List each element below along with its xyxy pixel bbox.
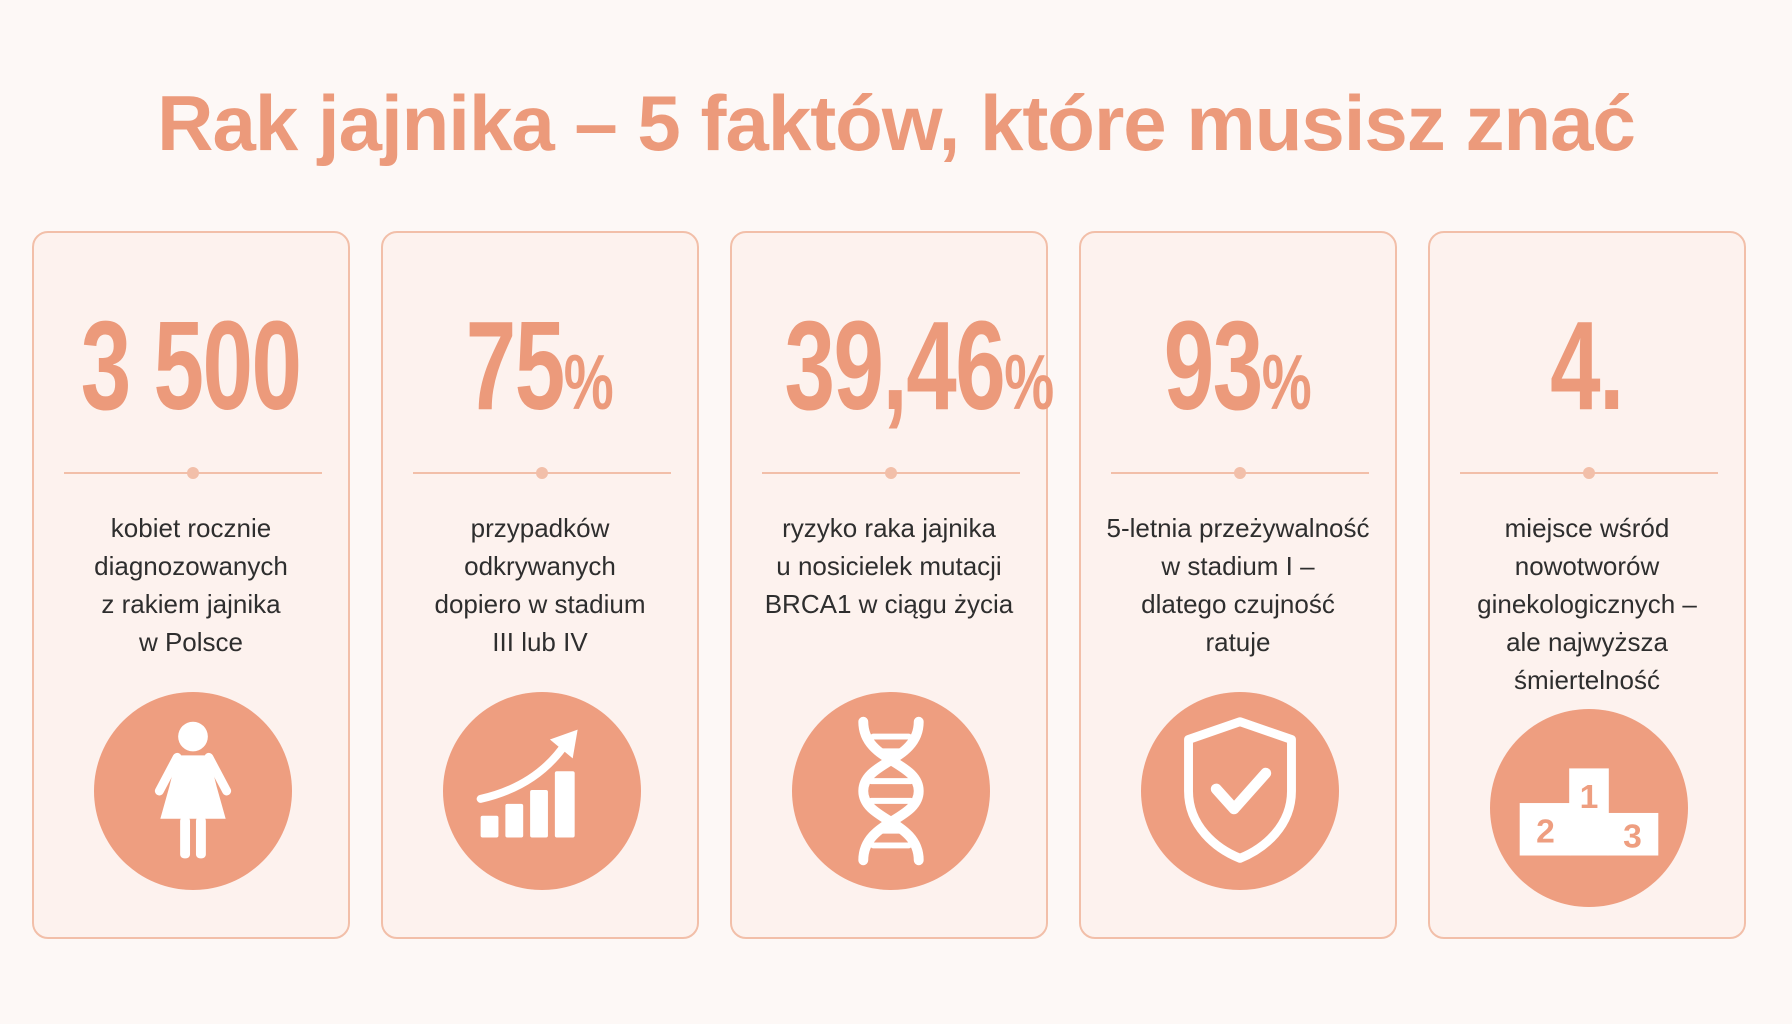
icon-shape (554, 771, 575, 838)
description-line: w stadium I – (1161, 551, 1315, 581)
description: miejsce wśród nowotworów ginekologicznych … (1430, 509, 1744, 699)
stat-unit: % (1004, 338, 1055, 426)
stat-value: 4. (1550, 293, 1625, 438)
description-line: ratuje (1205, 627, 1271, 657)
description: 5-letnia przeżywalność w stadium I – dlate… (1081, 509, 1395, 661)
description-line: odkrywanych (464, 551, 616, 581)
icon (792, 692, 990, 890)
description-line: ryzyko raka jajnika (782, 513, 996, 543)
icon-shape (195, 816, 206, 859)
icon-shape (858, 716, 924, 866)
icon-shape (858, 716, 924, 866)
description-line: 5-letnia przeżywalność (1106, 513, 1370, 543)
icon-shape (530, 790, 548, 838)
description-line: z rakiem jajnika (101, 589, 281, 619)
description-line: przypadków (470, 513, 610, 543)
icon-shape (1569, 768, 1609, 856)
description-line: miejsce wśród (1504, 513, 1670, 543)
divider-dot (1234, 467, 1246, 479)
divider-dot (187, 467, 199, 479)
icon-shape (154, 752, 232, 796)
icon-shape (480, 815, 499, 838)
stat-unit: % (1262, 338, 1312, 426)
icon (1141, 692, 1339, 890)
icon-shape (180, 816, 191, 859)
card: 3 500 kobiet rocznie diagnozowanych z rakie… (32, 231, 350, 939)
stat-value: 93% (1164, 293, 1312, 438)
stat-value: 75% (466, 293, 614, 438)
stat-number: 93 (1164, 295, 1263, 436)
divider-dot (1583, 467, 1595, 479)
description-line: w Polsce (138, 627, 244, 657)
card: 93% 5-letnia przeżywalność w stadium I – dl… (1079, 231, 1397, 939)
stat: 3 500 (34, 293, 348, 443)
description-line: u nosicielek mutacji (776, 551, 1002, 581)
stat-value: 3 500 (81, 293, 302, 438)
icon (94, 692, 292, 890)
stat-number: 75 (466, 295, 565, 436)
stat-unit: % (564, 338, 614, 426)
stat: 39,46% (732, 293, 1054, 443)
icon-shape (505, 803, 524, 838)
description-line: dopiero w stadium (434, 589, 646, 619)
description-line: dlatego czujność (1141, 589, 1335, 619)
description-line: BRCA1 w ciągu życia (764, 589, 1014, 619)
podium-label: 2 (1536, 814, 1555, 851)
icon-shape (178, 721, 208, 752)
icon (443, 692, 641, 890)
description: kobiet rocznie diagnozowanych z rakiem jaj… (34, 509, 348, 661)
stat: 93% (1081, 293, 1395, 443)
podium-label: 3 (1623, 819, 1642, 856)
icon-shape (1606, 812, 1659, 856)
icon-shape (160, 755, 226, 819)
description: ryzyko raka jajnika u nosicielek mutacji B… (732, 509, 1046, 623)
icon-shape (792, 692, 990, 890)
icon-shape (549, 729, 578, 759)
stat-number: 4. (1550, 295, 1625, 436)
stat: 75% (383, 293, 697, 443)
podium-label: 1 (1580, 779, 1599, 816)
stat-number: 39,46 (784, 295, 1005, 436)
icon-shape (476, 739, 570, 803)
icon-shape (1519, 803, 1572, 856)
description-line: diagnozowanych (94, 551, 288, 581)
icon-shape (1210, 767, 1272, 815)
icon-shape (1184, 717, 1296, 863)
divider-dot (885, 467, 897, 479)
card: 4. miejsce wśród nowotworów ginekologicznyc… (1428, 231, 1746, 939)
description-line: nowotworów (1514, 551, 1660, 581)
card: 39,46% ryzyko raka jajnika u nosicielek mu… (730, 231, 1054, 939)
icon: 12 3 (1490, 709, 1688, 907)
description: przypadków odkrywanych dopiero w stadium II… (383, 509, 697, 661)
description-line: ginekologicznych – (1477, 589, 1697, 619)
title: Rak jajnika – 5 faktów, które musisz zna… (157, 79, 1636, 167)
description-line: kobiet rocznie (110, 513, 272, 543)
stat-number: 3 500 (81, 295, 302, 436)
stat: 4. (1430, 293, 1744, 443)
description-line: śmiertelność (1514, 665, 1660, 695)
card: 75% przypadków odkrywanych dopiero w stadiu… (381, 231, 699, 939)
stat-value: 39,46% (784, 293, 1054, 438)
divider-dot (536, 467, 548, 479)
description-line: ale najwyższa (1506, 627, 1668, 657)
icon-shape (868, 733, 914, 849)
description-line: III lub IV (492, 627, 588, 657)
